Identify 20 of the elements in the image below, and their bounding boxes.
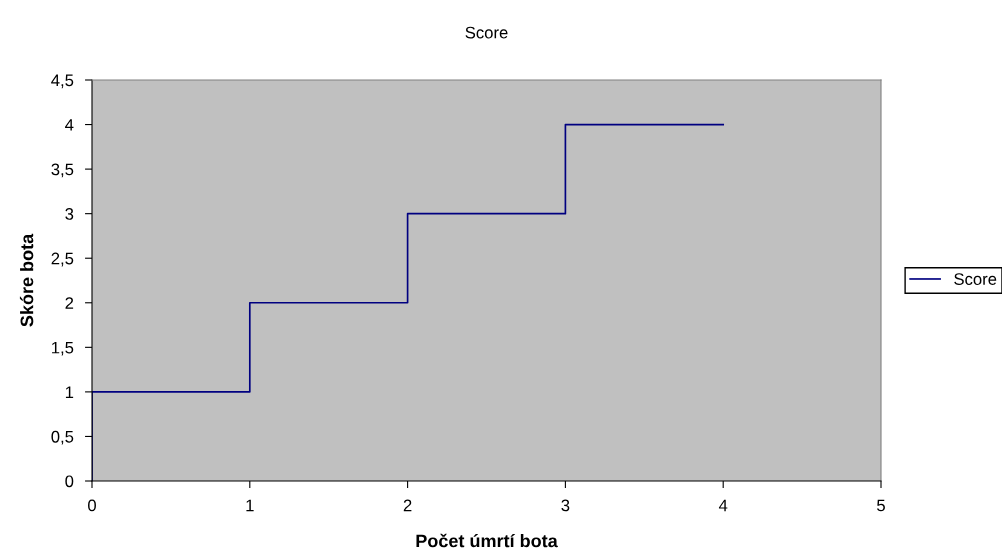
x-tick-label: 2 xyxy=(403,499,412,512)
x-tick-label: 5 xyxy=(877,499,885,512)
y-tick-label: 4,5 xyxy=(51,74,74,89)
y-tick-label: 0 xyxy=(65,475,74,488)
x-tick-label: 0 xyxy=(88,499,96,512)
y-tick-label: 1,5 xyxy=(52,341,74,356)
y-tick-label: 3 xyxy=(65,208,74,220)
chart-title: Score xyxy=(465,26,508,39)
y-axis-title: Skóre bota xyxy=(19,233,34,327)
y-tick-label: 3,5 xyxy=(51,163,74,178)
x-tick-label: 3 xyxy=(561,499,570,512)
legend-label: Score xyxy=(954,273,997,285)
y-tick-label: 1 xyxy=(65,386,74,398)
y-tick-label: 2 xyxy=(65,297,74,309)
x-tick-label: 1 xyxy=(246,499,254,512)
x-axis-title: Počet úmrtí bota xyxy=(416,533,558,548)
y-tick-label: 2,5 xyxy=(51,252,74,267)
x-tick-label: 4 xyxy=(718,499,728,512)
y-tick-label: 4 xyxy=(65,119,74,131)
y-tick-label: 0,5 xyxy=(51,430,74,445)
